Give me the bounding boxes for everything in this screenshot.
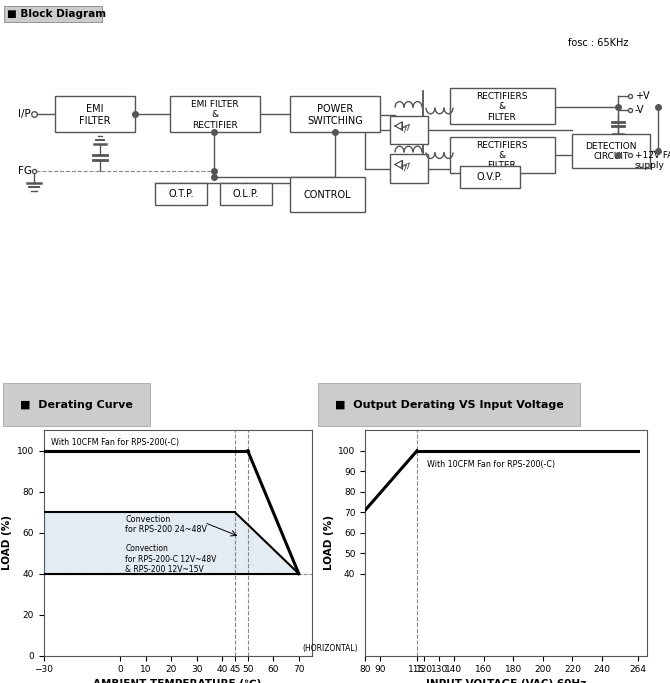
Text: ■ Block Diagram: ■ Block Diagram: [7, 9, 106, 19]
Text: O.V.P.: O.V.P.: [477, 171, 503, 182]
Text: (HORIZONTAL): (HORIZONTAL): [303, 643, 358, 653]
Text: EMI
FILTER: EMI FILTER: [79, 104, 111, 126]
Text: Convection
for RPS-200 24~48V: Convection for RPS-200 24~48V: [125, 515, 207, 534]
Text: FG: FG: [18, 166, 32, 176]
Text: I/P: I/P: [18, 109, 31, 119]
Text: fosc : 65KHz: fosc : 65KHz: [567, 38, 628, 48]
Bar: [390, 116, 428, 144]
Text: O.L.P.: O.L.P.: [233, 189, 259, 199]
Y-axis label: LOAD (%): LOAD (%): [3, 516, 13, 570]
Bar: [220, 183, 272, 205]
Bar: [4, 6, 102, 23]
Text: Convection
for RPS-200-C 12V~48V
& RPS-200 12V~15V: Convection for RPS-200-C 12V~48V & RPS-2…: [125, 544, 216, 574]
Bar: [572, 134, 650, 167]
Text: CONTROL: CONTROL: [304, 190, 351, 200]
Bar: [450, 137, 555, 173]
Text: O.T.P.: O.T.P.: [168, 189, 194, 199]
Bar: [170, 96, 260, 132]
Text: EMI FILTER
&
RECTIFIER: EMI FILTER & RECTIFIER: [191, 100, 239, 130]
Bar: [390, 154, 428, 183]
Text: +12V FAN
supply: +12V FAN supply: [635, 151, 670, 170]
Bar: [155, 183, 207, 205]
Bar: [450, 88, 555, 124]
Text: With 10CFM Fan for RPS-200(-C): With 10CFM Fan for RPS-200(-C): [51, 438, 180, 447]
Text: +V: +V: [635, 92, 650, 102]
Y-axis label: LOAD (%): LOAD (%): [324, 516, 334, 570]
Bar: [55, 96, 135, 132]
Text: RECTIFIERS
&
FILTER: RECTIFIERS & FILTER: [476, 92, 528, 122]
Text: ■  Derating Curve: ■ Derating Curve: [20, 400, 133, 410]
X-axis label: INPUT VOLTAGE (VAC) 60Hz: INPUT VOLTAGE (VAC) 60Hz: [425, 679, 586, 683]
Text: DETECTION
CIRCUIT: DETECTION CIRCUIT: [586, 141, 636, 161]
Bar: [460, 165, 520, 188]
Bar: [290, 177, 365, 212]
Text: -V: -V: [635, 104, 645, 115]
Text: POWER
SWITCHING: POWER SWITCHING: [307, 104, 363, 126]
Text: ■  Output Derating VS Input Voltage: ■ Output Derating VS Input Voltage: [335, 400, 563, 410]
X-axis label: AMBIENT TEMPERATURE (℃): AMBIENT TEMPERATURE (℃): [93, 679, 262, 683]
Text: RECTIFIERS
&
FILTER: RECTIFIERS & FILTER: [476, 141, 528, 170]
Bar: [290, 96, 380, 132]
Text: With 10CFM Fan for RPS-200(-C): With 10CFM Fan for RPS-200(-C): [427, 460, 555, 469]
